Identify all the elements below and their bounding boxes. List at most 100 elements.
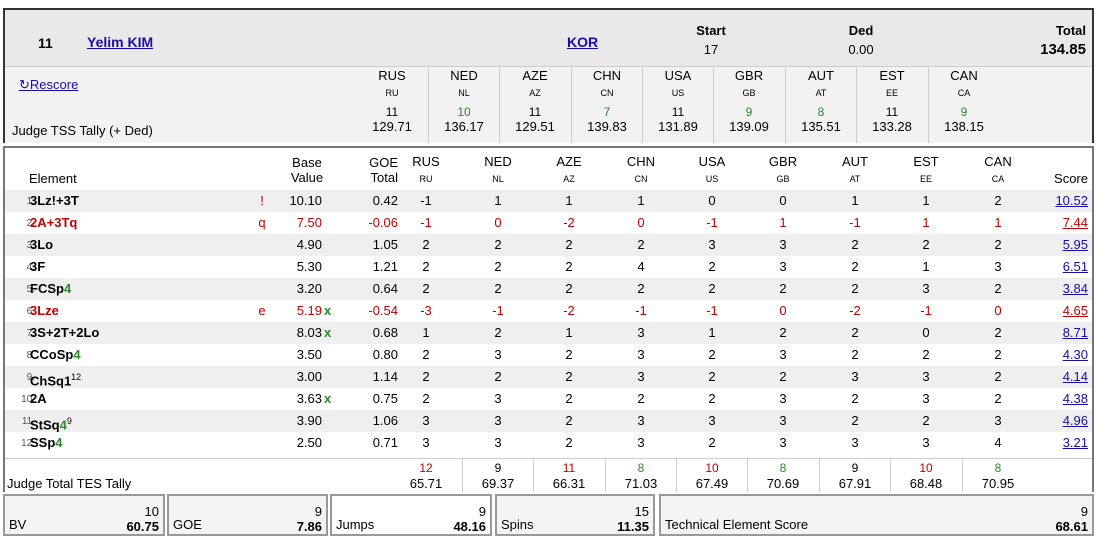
judge-goe-mark: 2 bbox=[637, 391, 645, 406]
goe-total-header: GOE Total bbox=[369, 155, 398, 185]
judge-goe-mark: 2 bbox=[494, 259, 502, 274]
judge-col-code: EST bbox=[913, 154, 939, 169]
judge-goe-mark: 3 bbox=[922, 391, 930, 406]
element-row: 11. StSq49 3.90 1.06 3 3 2 3 3 3 2 2 3 4.96 bbox=[5, 410, 1092, 432]
judge-tes-value: 70.95 bbox=[981, 476, 1015, 491]
element-score-link[interactable]: 4.30 bbox=[1062, 347, 1088, 362]
judge-country-at: AT bbox=[815, 88, 827, 98]
bonus-x-mark: x bbox=[324, 325, 332, 340]
element-note: q bbox=[258, 215, 266, 230]
judge-goe-mark: 0 bbox=[637, 215, 645, 230]
judge-country-ca: CA bbox=[957, 88, 971, 98]
summary-label: GOE bbox=[173, 517, 202, 532]
judge-goe-mark: -2 bbox=[563, 215, 575, 230]
summary-rank-value: 15 11.35 bbox=[617, 504, 649, 534]
element-code: ChSq112 bbox=[30, 372, 82, 389]
column-divider bbox=[499, 67, 500, 143]
column-divider bbox=[785, 67, 786, 143]
judge-col-country: EE bbox=[919, 174, 932, 184]
element-row: 7. 3S+2T+2Lo 8.03 x 0.68 1 2 1 3 1 2 2 0 2 8.71 bbox=[5, 322, 1092, 344]
element-code: FCSp4 bbox=[30, 281, 72, 296]
judge-goe-mark: 3 bbox=[637, 325, 645, 340]
element-score-link[interactable]: 4.65 bbox=[1062, 303, 1088, 318]
element-code: 3Lo bbox=[30, 237, 54, 252]
judge-tes-rank: 11 bbox=[562, 461, 576, 475]
judge-goe-mark: 2 bbox=[422, 237, 430, 252]
summary-rank-value: 9 7.86 bbox=[296, 504, 322, 534]
judge-col-country: AT bbox=[849, 174, 861, 184]
rescore-button[interactable]: ↻Rescore bbox=[19, 77, 79, 92]
judge-goe-mark: 2 bbox=[851, 391, 859, 406]
element-score-link[interactable]: 6.51 bbox=[1062, 259, 1088, 274]
judge-goe-mark: 0 bbox=[779, 303, 787, 318]
column-divider bbox=[928, 67, 929, 143]
judge-country-gb: GB bbox=[742, 88, 756, 98]
nation-link[interactable]: KOR bbox=[567, 34, 599, 50]
judge-goe-mark: 2 bbox=[565, 435, 573, 450]
summary-rank-value: 9 48.16 bbox=[453, 504, 486, 534]
judge-goe-mark: 0 bbox=[708, 193, 716, 208]
judge-goe-mark: 2 bbox=[565, 281, 573, 296]
judge-goe-mark: 2 bbox=[994, 325, 1002, 340]
judge-goe-mark: 2 bbox=[779, 281, 787, 296]
element-score-link[interactable]: 8.71 bbox=[1062, 325, 1088, 340]
element-row: 2. 2A+3Tq q 7.50 -0.06 -1 0 -2 0 -1 1 -1 1 1 7.44 bbox=[5, 212, 1092, 234]
judge-tes-value: 70.69 bbox=[766, 476, 800, 491]
judge-goe-mark: 2 bbox=[422, 347, 430, 362]
judge-goe-mark: 2 bbox=[994, 193, 1002, 208]
judge-goe-mark: 3 bbox=[708, 237, 716, 252]
element-score-link[interactable]: 3.84 bbox=[1062, 281, 1088, 296]
judge-goe-mark: 3 bbox=[851, 435, 859, 450]
judge-country-ee: EE bbox=[885, 88, 898, 98]
judge-goe-mark: -1 bbox=[920, 303, 932, 318]
goe-total: 0.75 bbox=[372, 391, 398, 406]
judge-country-nl: NL bbox=[458, 88, 470, 98]
element-score-link[interactable]: 10.52 bbox=[1055, 193, 1088, 208]
judge-col-code: CAN bbox=[984, 154, 1012, 169]
judge-goe-mark: -1 bbox=[706, 303, 718, 318]
judge-goe-mark: 3 bbox=[994, 413, 1002, 428]
summary-label: Jumps bbox=[336, 517, 375, 532]
judge-goe-mark: 2 bbox=[565, 413, 573, 428]
judge-code-at: AUT bbox=[808, 68, 834, 83]
judge-tes-rank: 9 bbox=[851, 461, 859, 475]
element-score-link[interactable]: 4.14 bbox=[1062, 369, 1088, 384]
judge-goe-mark: 1 bbox=[851, 193, 859, 208]
judge-col-code: NED bbox=[484, 154, 512, 169]
judge-col-code: AZE bbox=[556, 154, 582, 169]
judge-tes-value: 68.48 bbox=[909, 476, 943, 491]
judge-col-country: US bbox=[705, 174, 719, 184]
judge-tss-rank: 11 bbox=[385, 105, 399, 119]
summary-box-bv: 10 60.75 BV bbox=[3, 494, 165, 536]
skater-name-link[interactable]: Yelim KIM bbox=[87, 34, 154, 50]
column-divider bbox=[747, 459, 748, 492]
summary-label: Technical Element Score bbox=[665, 517, 809, 532]
element-score-link[interactable]: 3.21 bbox=[1062, 435, 1088, 450]
judge-goe-mark: 3 bbox=[494, 435, 502, 450]
judge-goe-mark: 2 bbox=[851, 413, 859, 428]
judge-goe-mark: 2 bbox=[994, 369, 1002, 384]
base-value: 4.90 bbox=[296, 237, 322, 252]
judge-goe-mark: -1 bbox=[635, 303, 647, 318]
judge-goe-mark: 2 bbox=[994, 347, 1002, 362]
goe-total: 0.64 bbox=[372, 281, 398, 296]
judge-col-country: NL bbox=[492, 174, 504, 184]
judge-goe-mark: 1 bbox=[779, 215, 787, 230]
element-score-link[interactable]: 5.95 bbox=[1062, 237, 1088, 252]
judge-code-us: USA bbox=[664, 68, 692, 83]
judge-goe-mark: 3 bbox=[494, 391, 502, 406]
element-number: 5. bbox=[26, 284, 35, 295]
element-note: e bbox=[258, 303, 266, 318]
goe-total: 0.42 bbox=[372, 193, 398, 208]
judge-goe-mark: 2 bbox=[494, 281, 502, 296]
element-score-link[interactable]: 7.44 bbox=[1062, 215, 1088, 230]
element-code: SSp4 bbox=[30, 435, 63, 450]
element-score-link[interactable]: 4.38 bbox=[1062, 391, 1088, 406]
judge-goe-mark: 2 bbox=[637, 237, 645, 252]
element-number: 3. bbox=[26, 240, 35, 251]
judge-goe-mark: 3 bbox=[637, 413, 645, 428]
element-score-link[interactable]: 4.96 bbox=[1062, 413, 1088, 428]
judge-goe-mark: -1 bbox=[492, 303, 504, 318]
element-number: 7. bbox=[26, 328, 35, 339]
judge-goe-mark: 3 bbox=[637, 369, 645, 384]
